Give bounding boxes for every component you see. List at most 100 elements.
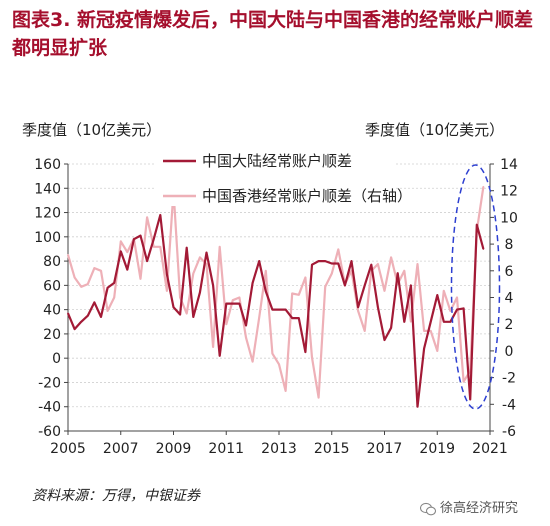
data-point: [284, 390, 287, 392]
data-point: [443, 321, 445, 323]
left-tick-label: -20: [38, 375, 61, 391]
left-tick-label: 60: [43, 278, 61, 294]
data-point: [396, 272, 399, 275]
data-point: [159, 246, 162, 248]
left-tick-label: 160: [34, 157, 61, 173]
data-point: [284, 308, 287, 311]
data-point: [265, 270, 267, 272]
data-point: [133, 238, 135, 240]
chart-title: 图表3. 新冠疫情爆发后，中国大陆与中国香港的经常账户顺差都明显扩张: [12, 9, 534, 59]
series-line: [66, 186, 485, 399]
left-tick-label: 20: [43, 327, 61, 343]
data-point: [377, 263, 379, 265]
data-point: [291, 317, 294, 319]
data-point: [449, 310, 452, 312]
highlight-ellipse: [450, 164, 501, 410]
data-point: [172, 306, 175, 309]
data-point: [377, 306, 379, 309]
data-point: [238, 296, 241, 299]
data-point: [390, 327, 392, 329]
data-point: [100, 270, 102, 272]
data-point: [152, 246, 155, 248]
data-point: [476, 223, 478, 226]
data-point: [363, 284, 366, 287]
x-tick-label: 2011: [208, 441, 244, 457]
data-point: [212, 284, 214, 287]
data-point: [278, 308, 280, 311]
data-point: [311, 356, 313, 359]
data-point: [258, 316, 261, 319]
data-point: [350, 260, 353, 262]
data-point: [429, 330, 432, 332]
right-tick-label: 2: [505, 317, 514, 333]
data-point: [429, 321, 432, 323]
right-tick-label: 4: [505, 291, 514, 307]
data-point: [443, 290, 445, 292]
left-tick-label: 120: [34, 206, 61, 222]
x-tick-label: 2005: [50, 441, 86, 457]
data-point: [416, 405, 419, 408]
data-point: [80, 321, 82, 323]
right-tick-label: -6: [502, 424, 516, 440]
data-point: [291, 292, 294, 295]
data-point: [337, 262, 340, 265]
data-point: [106, 310, 109, 312]
data-point: [331, 262, 333, 265]
data-point: [462, 307, 465, 310]
data-point: [232, 302, 234, 305]
data-point: [449, 321, 452, 323]
right-axis-unit: 季度值（10亿美元）: [365, 121, 505, 139]
right-tick-label: 10: [500, 210, 518, 226]
data-point: [225, 323, 228, 326]
data-point: [304, 276, 307, 279]
data-point: [251, 360, 254, 363]
data-point: [482, 185, 485, 188]
data-point: [106, 287, 109, 289]
data-point: [258, 260, 261, 262]
right-tick-label: 14: [500, 157, 518, 173]
data-point: [370, 263, 373, 266]
left-tick-label: 80: [43, 254, 61, 270]
x-tick-label: 2015: [314, 441, 350, 457]
data-point: [192, 316, 195, 318]
data-point: [363, 330, 366, 332]
data-point: [469, 398, 472, 401]
right-tick-label: -2: [502, 371, 516, 387]
data-point: [218, 246, 221, 248]
left-axis-unit: 季度值（10亿美元）: [22, 121, 162, 139]
data-point: [337, 248, 340, 251]
data-point: [331, 272, 333, 275]
data-point: [120, 240, 122, 243]
watermark-text: 徐高经济研究: [440, 501, 519, 516]
data-point: [403, 321, 406, 323]
mainland-series: [66, 213, 485, 408]
data-point: [232, 299, 234, 302]
data-point: [159, 214, 162, 216]
data-point: [251, 282, 254, 284]
left-tick-label: -60: [38, 424, 61, 440]
data-point: [185, 246, 188, 249]
legend-label: 中国大陆经常账户顺差: [202, 152, 352, 170]
data-point: [80, 286, 82, 288]
data-point: [93, 267, 96, 269]
data-point: [166, 290, 168, 292]
data-point: [205, 251, 208, 254]
data-point: [100, 316, 102, 318]
data-point: [324, 286, 327, 288]
data-point: [383, 290, 386, 292]
data-point: [238, 302, 241, 305]
data-point: [410, 320, 412, 323]
data-point: [436, 350, 439, 352]
data-point: [462, 380, 465, 383]
x-tick-label: 2007: [103, 441, 139, 457]
data-point: [67, 254, 69, 256]
annotation-layer: [450, 164, 501, 410]
data-point: [403, 270, 406, 272]
data-point: [271, 352, 274, 355]
left-tick-label: 100: [34, 230, 61, 246]
data-point: [357, 310, 359, 312]
data-point: [357, 306, 359, 309]
left-tick-label: 140: [34, 181, 61, 197]
